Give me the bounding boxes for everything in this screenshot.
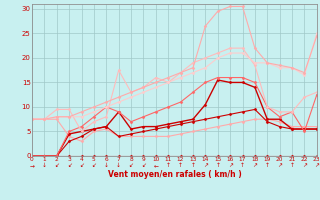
X-axis label: Vent moyen/en rafales ( km/h ): Vent moyen/en rafales ( km/h ) (108, 170, 241, 179)
